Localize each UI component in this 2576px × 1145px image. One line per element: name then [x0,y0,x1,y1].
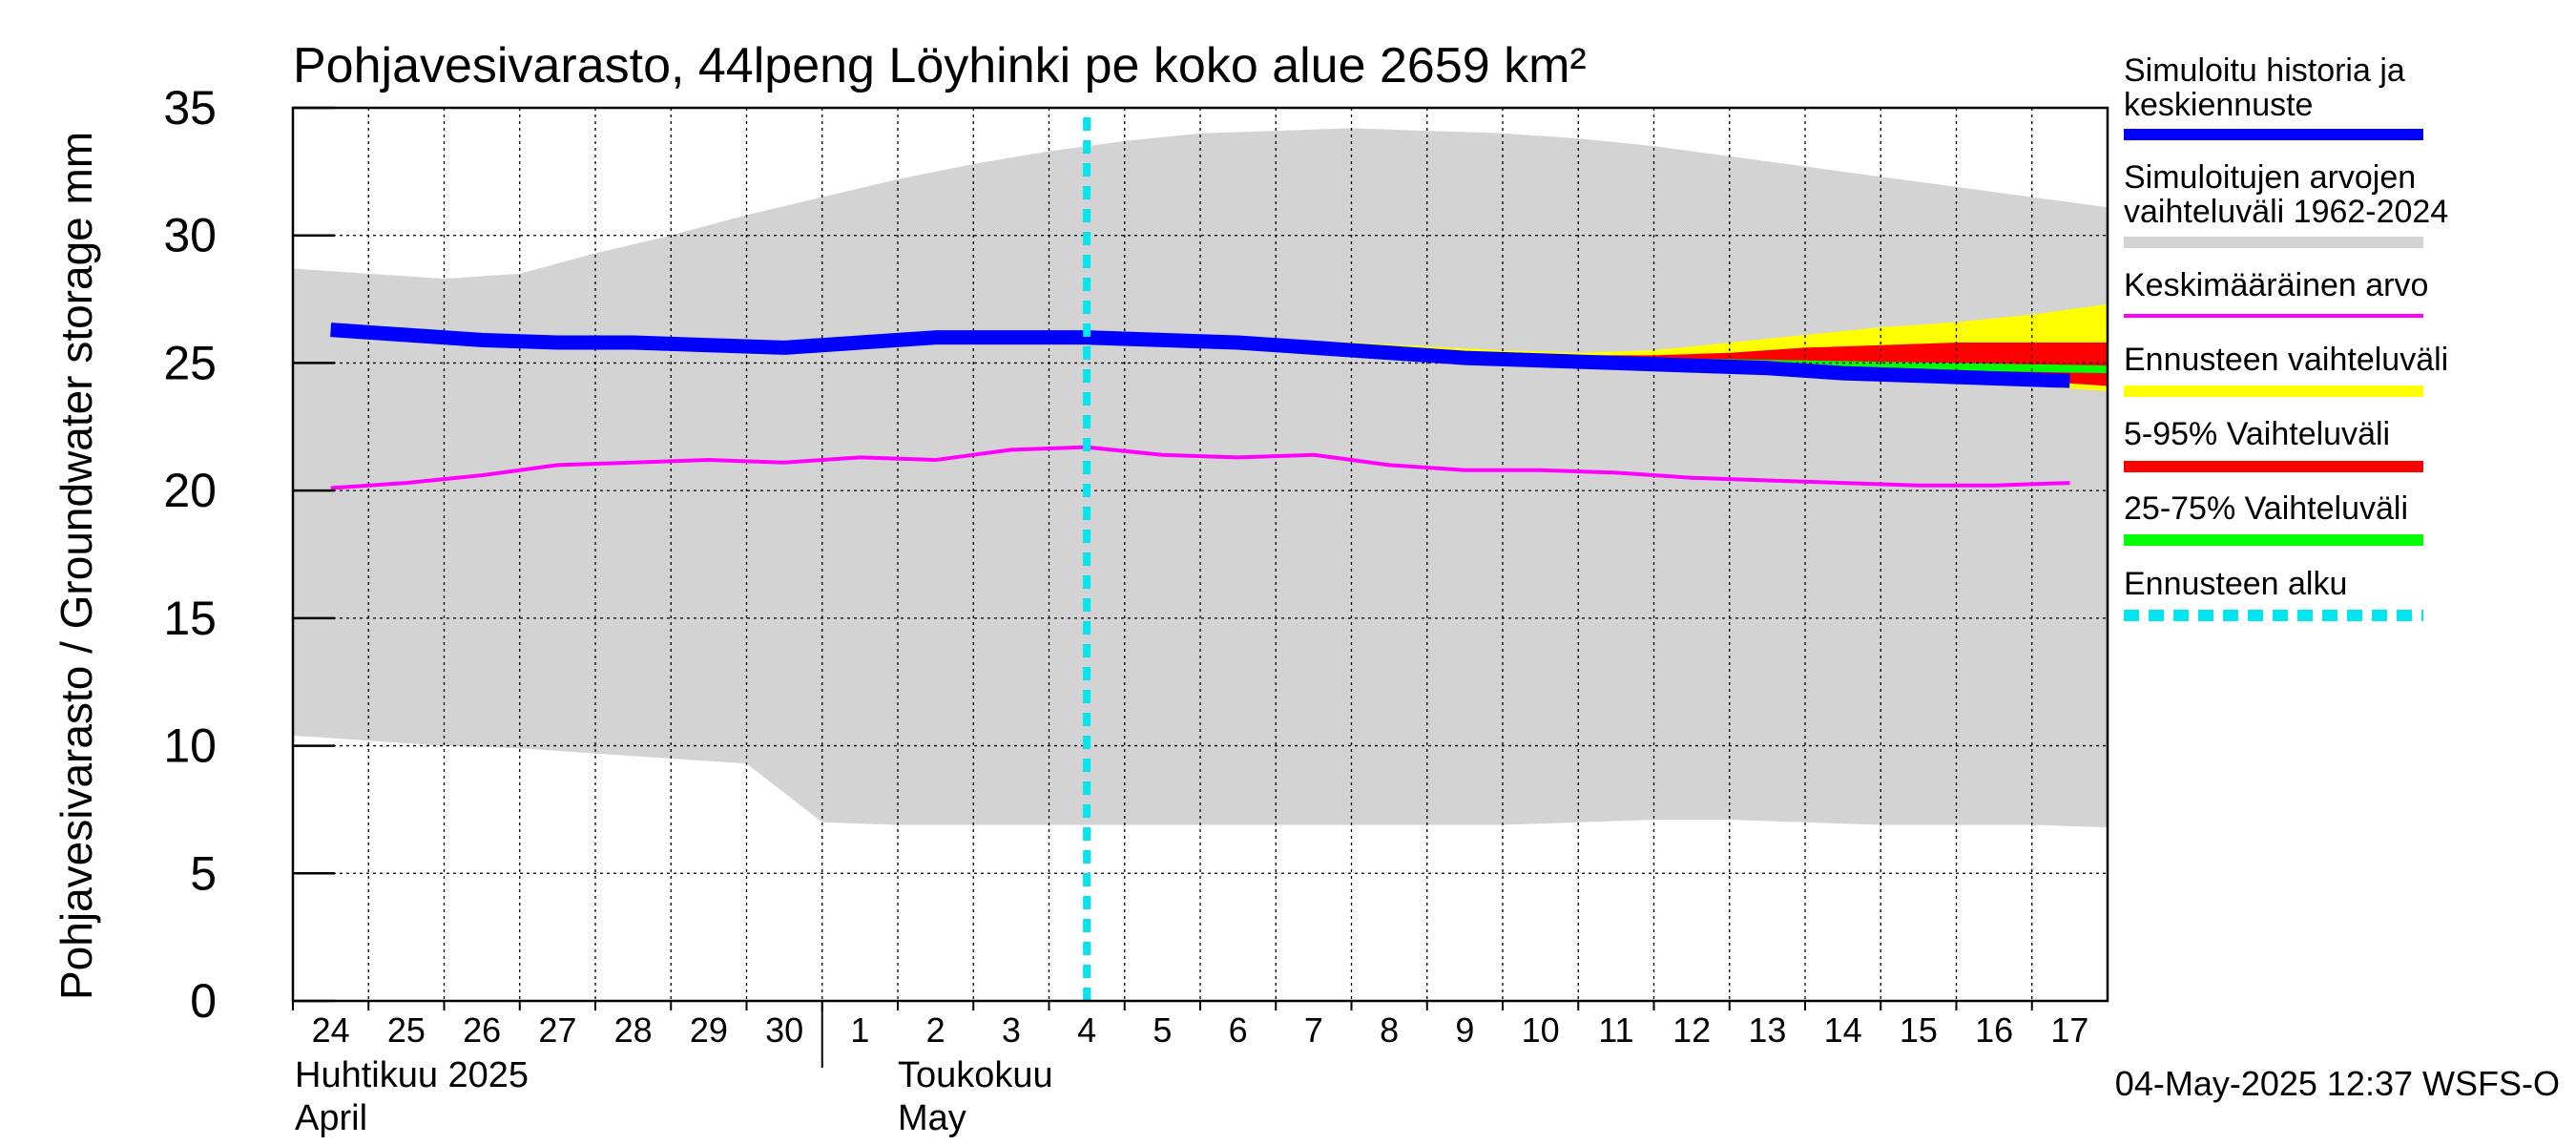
legend-label: Keskimääräinen arvo [2124,267,2428,303]
y-tick-label: 10 [163,719,217,773]
timestamp-footer: 04-May-2025 12:37 WSFS-O [2115,1064,2560,1103]
legend-item-ennusteen-vaihteluv-li: Ennusteen vaihteluväli [2124,342,2448,397]
legend-label: Ennusteen vaihteluväli [2124,342,2448,378]
legend-item-5-95-vaihteluv-li: 5-95% Vaihteluväli [2124,416,2423,472]
x-tick-label: 4 [1077,1010,1096,1050]
x-tick-label: 30 [765,1010,803,1050]
chart-title: Pohjavesivarasto, 44lpeng Löyhinki pe ko… [293,38,1587,94]
x-tick-label: 29 [690,1010,728,1050]
legend-item-keskim-r-inen-arvo: Keskimääräinen arvo [2124,267,2428,318]
x-tick-label: 12 [1672,1010,1711,1050]
x-tick-label: 1 [850,1010,869,1050]
x-tick-label: 6 [1229,1010,1248,1050]
legend-item-simuloitu-historia-ja-keskiennuste: Simuloitu historia ja keskiennuste [2124,52,2423,140]
legend-item-ennusteen-alku: Ennusteen alku [2124,566,2423,621]
range-band-5-95-vaihteluv-li [1049,337,2108,386]
x-tick-label: 26 [463,1010,501,1050]
legend-label: Simuloitujen arvojen vaihteluväli 1962-20… [2124,159,2448,230]
x-tick-label: 5 [1153,1010,1172,1050]
x-tick-label: 14 [1824,1010,1862,1050]
y-tick-label: 15 [163,592,217,645]
x-tick-label: 10 [1522,1010,1560,1050]
x-tick-label: 15 [1900,1010,1938,1050]
legend-label: Ennusteen alku [2124,566,2347,602]
month-label-fi: Toukokuu [898,1055,1053,1095]
y-tick-label: 25 [163,336,217,389]
x-tick-label: 2 [926,1010,945,1050]
month-label-en: May [898,1098,966,1138]
y-tick-label: 0 [190,974,217,1028]
x-tick-label: 24 [312,1010,350,1050]
legend: Simuloitu historia ja keskiennuste Simuloi… [2124,52,2448,621]
x-tick-label: 27 [538,1010,576,1050]
legend-label: 5-95% Vaihteluväli [2124,416,2390,452]
series-line-simuloitu-historia-ja-keskiennuste [330,323,2070,388]
legend-item-25-75-vaihteluv-li: 25-75% Vaihteluväli [2124,490,2423,546]
month-label-en: April [295,1098,367,1138]
legend-item-simuloitujen-arvojen-vaihteluv-li-1962-2024: Simuloitujen arvojen vaihteluväli 1962-20… [2124,159,2448,248]
y-tick-label: 20 [163,464,217,517]
x-tick-label: 17 [2050,1010,2088,1050]
x-tick-label: 28 [614,1010,653,1050]
x-tick-label: 9 [1455,1010,1474,1050]
x-tick-label: 16 [1975,1010,2013,1050]
x-tick-label: 3 [1002,1010,1021,1050]
x-tick-label: 25 [387,1010,426,1050]
month-label-fi: Huhtikuu 2025 [295,1055,529,1095]
x-tick-label: 8 [1380,1010,1399,1050]
x-tick-label: 13 [1748,1010,1786,1050]
y-tick-label: 35 [163,81,217,135]
y-axis-label: Pohjavesivarasto / Groundwater storage m… [52,132,101,1000]
legend-label: Simuloitu historia ja keskiennuste [2124,52,2405,123]
legend-label: 25-75% Vaihteluväli [2124,490,2408,527]
series-line-keskim-r-inen-arvo [330,445,2070,490]
y-tick-label: 30 [163,209,217,262]
x-tick-label: 7 [1304,1010,1323,1050]
y-tick-label: 5 [190,846,217,900]
x-tick-label: 11 [1598,1010,1633,1050]
